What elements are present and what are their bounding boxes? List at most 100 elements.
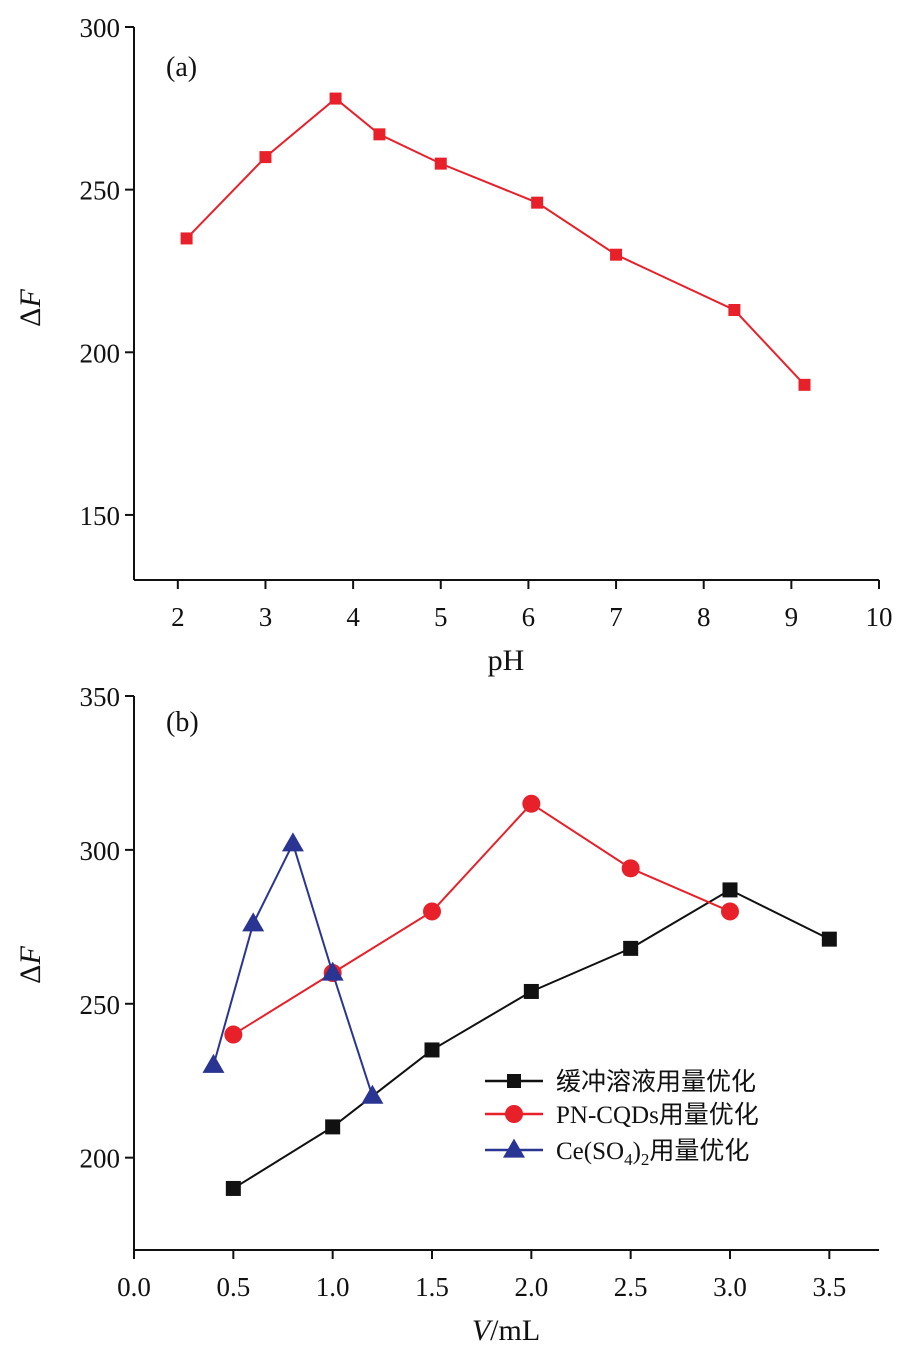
x-tick-label: 5 bbox=[434, 602, 448, 632]
data-point bbox=[180, 232, 193, 245]
data-point bbox=[225, 1180, 241, 1196]
data-point bbox=[361, 1084, 384, 1104]
legend-item-buffer: 缓冲溶液用量优化 bbox=[485, 1068, 756, 1096]
x-axis-title-a: pH bbox=[488, 644, 525, 677]
data-point bbox=[728, 304, 741, 317]
y-axis-title-a: ΔF bbox=[14, 289, 47, 327]
x-axis-title-b-var: V bbox=[472, 1314, 494, 1347]
y-axis-title-b-delta: Δ bbox=[14, 965, 47, 984]
chart-panel-a: (a) 2 3 4 5 6 7 8 9 10 150 200 250 300 pH ΔF bbox=[14, 13, 893, 677]
legend-label-ceso4-prefix: Ce(SO bbox=[556, 1138, 624, 1165]
chart-panel-b: (b) 0.0 0.5 1.0 1.5 2.0 2.5 3.0 3.5 200 250 300 35… bbox=[14, 682, 879, 1347]
series-b-0 bbox=[225, 882, 837, 1196]
data-point bbox=[281, 832, 304, 852]
y-tick-label: 300 bbox=[80, 13, 121, 43]
x-axis-title-b-unit: /mL bbox=[490, 1314, 540, 1347]
y-axis-title-b-var: F bbox=[14, 946, 47, 966]
legend-item-ceso4: Ce(SO4)2用量优化 bbox=[485, 1137, 749, 1169]
data-point bbox=[522, 794, 541, 813]
legend-item-pncqds: PN-CQDs用量优化 bbox=[485, 1101, 759, 1129]
series-b-1 bbox=[224, 794, 739, 1044]
legend-marker-buffer bbox=[507, 1074, 521, 1088]
legend-label-ceso4-mid: ) bbox=[633, 1138, 641, 1165]
x-tick-label: 3.0 bbox=[713, 1272, 747, 1302]
svg-text:ΔF: ΔF bbox=[14, 289, 47, 327]
x-tick-label: 2 bbox=[171, 602, 185, 632]
x-tick-label: 1.0 bbox=[316, 1272, 350, 1302]
y-tick-label: 350 bbox=[80, 682, 121, 712]
data-point bbox=[224, 1025, 243, 1044]
legend-marker bbox=[503, 1138, 525, 1158]
data-point bbox=[259, 151, 272, 164]
legend-label-ceso4-sub: 4 bbox=[624, 1150, 633, 1169]
svg-text:ΔF: ΔF bbox=[14, 946, 47, 984]
x-tick-label: 4 bbox=[346, 602, 360, 632]
x-tick-label: 9 bbox=[785, 602, 799, 632]
data-point bbox=[325, 1119, 341, 1135]
data-point bbox=[721, 902, 739, 921]
x-tick-label: 3.5 bbox=[812, 1272, 846, 1302]
y-tick-label: 250 bbox=[80, 176, 121, 206]
data-point bbox=[434, 157, 447, 170]
x-tick-label: 6 bbox=[522, 602, 536, 632]
legend-marker-ceso4 bbox=[503, 1138, 525, 1158]
x-ticks-a: 2 3 4 5 6 7 8 9 10 bbox=[171, 580, 893, 632]
data-point bbox=[798, 378, 811, 391]
data-point bbox=[531, 196, 544, 209]
y-axis-title-a-delta: Δ bbox=[14, 308, 47, 327]
data-point bbox=[424, 1042, 440, 1058]
data-point bbox=[423, 902, 441, 921]
y-tick-label: 200 bbox=[80, 1144, 121, 1174]
x-tick-label: 7 bbox=[609, 602, 623, 632]
legend-marker-pncqds bbox=[505, 1105, 523, 1123]
x-tick-label: 3 bbox=[259, 602, 273, 632]
data-point bbox=[202, 1053, 225, 1073]
x-tick-label: 8 bbox=[697, 602, 711, 632]
data-point bbox=[329, 92, 342, 105]
series-line bbox=[232, 802, 731, 1036]
y-ticks-b: 200 250 300 350 bbox=[80, 682, 134, 1174]
x-tick-label: 2.5 bbox=[614, 1272, 648, 1302]
series-group-b bbox=[202, 794, 837, 1196]
legend: 缓冲溶液用量优化 PN-CQDs用量优化 Ce(SO4)2用量优化 bbox=[485, 1068, 759, 1169]
data-point bbox=[242, 912, 265, 932]
y-axis-title-b: ΔF bbox=[14, 946, 47, 984]
y-tick-label: 250 bbox=[80, 990, 121, 1020]
legend-label-pncqds: PN-CQDs用量优化 bbox=[556, 1101, 759, 1129]
legend-label-ceso4-sub2: 2 bbox=[641, 1150, 650, 1169]
data-point bbox=[621, 859, 640, 878]
y-tick-label: 300 bbox=[80, 836, 121, 866]
data-point bbox=[523, 983, 539, 999]
axes-a bbox=[133, 27, 879, 581]
panel-label-b: (b) bbox=[166, 707, 199, 738]
y-tick-label: 200 bbox=[80, 338, 121, 368]
series-b-2 bbox=[202, 832, 384, 1104]
data-point bbox=[373, 128, 386, 141]
legend-marker bbox=[505, 1105, 523, 1123]
x-axis-title-b: V/mL bbox=[472, 1314, 540, 1347]
y-ticks-a: 150 200 250 300 bbox=[80, 13, 134, 531]
legend-label-ceso4-suffix: 用量优化 bbox=[649, 1137, 749, 1165]
legend-label-buffer: 缓冲溶液用量优化 bbox=[556, 1068, 756, 1096]
series-line bbox=[185, 97, 806, 386]
panel-label-a: (a) bbox=[166, 52, 197, 83]
data-point bbox=[610, 248, 623, 261]
data-point bbox=[722, 882, 738, 898]
x-ticks-b: 0.0 0.5 1.0 1.5 2.0 2.5 3.0 3.5 bbox=[117, 1250, 846, 1302]
data-point bbox=[623, 940, 639, 956]
x-tick-label: 1.5 bbox=[415, 1272, 449, 1302]
series-line bbox=[212, 841, 374, 1097]
x-tick-label: 2.0 bbox=[514, 1272, 548, 1302]
axes-b bbox=[133, 696, 879, 1251]
series-group-a bbox=[180, 92, 811, 391]
x-tick-label: 0.0 bbox=[117, 1272, 151, 1302]
series-a-0 bbox=[180, 92, 811, 391]
y-tick-label: 150 bbox=[80, 501, 121, 531]
x-tick-label: 10 bbox=[866, 602, 893, 632]
data-point bbox=[321, 961, 344, 981]
y-axis-title-a-var: F bbox=[14, 289, 47, 309]
x-tick-label: 0.5 bbox=[216, 1272, 250, 1302]
legend-marker bbox=[507, 1074, 521, 1088]
legend-label-ceso4: Ce(SO4)2用量优化 bbox=[556, 1137, 749, 1169]
